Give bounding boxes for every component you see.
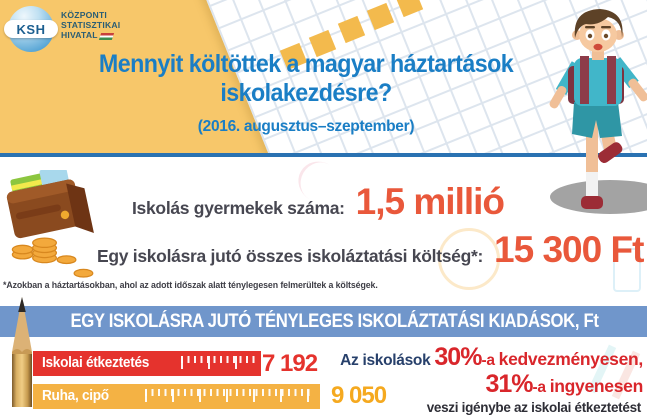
bar-school-meals-value: 7 192 bbox=[262, 350, 318, 377]
org-line: KÖZPONTI bbox=[61, 10, 107, 20]
pencil-icon bbox=[12, 297, 32, 407]
page-subtitle: (2016. augusztus–szeptember) bbox=[197, 118, 415, 135]
note-line-3-cutoff: veszi igénybe az iskolai étkeztetést bbox=[426, 400, 642, 415]
children-count-value: 1,5 millió bbox=[355, 181, 505, 222]
footnote: *Azokban a háztartásokban, ahol az adott… bbox=[3, 280, 378, 290]
note-line-1: Az iskolások 30%-a kedvezményesen, bbox=[328, 344, 643, 371]
section-banner: EGY ISKOLÁSRA JUTÓ TÉNYLEGES ISKOLÁZTATÁ… bbox=[0, 306, 647, 337]
bar-clothes-shoes: Ruha, cipő bbox=[33, 384, 320, 409]
org-name: KÖZPONTI STATISZTIKAI HIVATAL bbox=[61, 10, 120, 40]
children-count-row: Iskolás gyermekek száma: 1,5 millió bbox=[132, 181, 505, 223]
cost-per-pupil-value: 15 300 Ft bbox=[494, 229, 644, 270]
note-join: -a bbox=[481, 352, 499, 369]
note-join: -a bbox=[532, 379, 550, 396]
bar-school-meals-label: Iskolai étkeztetés bbox=[42, 355, 150, 371]
schoolboy-illustration bbox=[549, 9, 647, 214]
ruler-ticks-decoration bbox=[145, 389, 312, 402]
sun-doodle bbox=[438, 228, 500, 290]
org-line: STATISZTIKAI bbox=[61, 20, 121, 31]
title-line-2: iskolakezdésre? bbox=[220, 78, 392, 107]
hungarian-flag-icon bbox=[98, 32, 114, 40]
bar-clothes-shoes-label: Ruha, cipő bbox=[42, 388, 109, 404]
ksh-logo-globe-icon: KSH bbox=[4, 6, 58, 52]
children-count-label: Iskolás gyermekek száma: bbox=[132, 198, 345, 218]
meals-discount-note: Az iskolások 30%-a kedvezményesen, 31%-a… bbox=[328, 344, 643, 416]
wallet-coins-icon bbox=[6, 170, 94, 278]
section-banner-title: EGY ISKOLÁSRA JUTÓ TÉNYLEGES ISKOLÁZTATÁ… bbox=[70, 310, 599, 332]
note-pct-31: 31% bbox=[485, 370, 533, 398]
ksh-logo: KSH KÖZPONTI STATISZTIKAI HIVATAL bbox=[4, 6, 120, 52]
note-line-2: 31%-a ingyenesen bbox=[328, 371, 643, 398]
note-prefix: Az iskolások bbox=[340, 352, 435, 369]
ksh-logo-abbr: KSH bbox=[4, 20, 58, 38]
page-title: Mennyit költöttek a magyar háztartások i… bbox=[21, 50, 590, 107]
cost-per-pupil-row: Egy iskolásra jutó összes iskoláztatási … bbox=[97, 229, 644, 271]
note-discounted: kedvezményesen, bbox=[498, 349, 644, 369]
cost-per-pupil-label: Egy iskolásra jutó összes iskoláztatási … bbox=[97, 246, 484, 266]
note-free: ingyenesen bbox=[549, 376, 644, 396]
flask-doodle bbox=[613, 248, 641, 292]
note-pct-30: 30% bbox=[434, 343, 482, 371]
title-line-1: Mennyit költöttek a magyar háztartások bbox=[98, 50, 514, 78]
org-line: HIVATAL bbox=[61, 30, 120, 40]
header-band bbox=[0, 0, 647, 157]
ruler-ticks-decoration bbox=[181, 356, 255, 369]
bar-school-meals: Iskolai étkeztetés bbox=[33, 351, 261, 376]
